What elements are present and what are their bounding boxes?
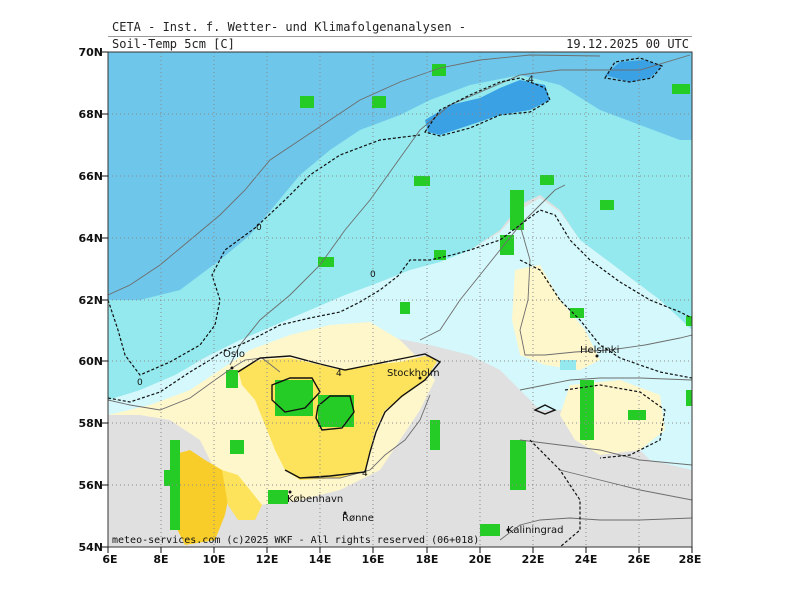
lon-label: 12E	[256, 553, 279, 566]
zero-contours	[108, 57, 692, 547]
contour-label: 0	[137, 378, 143, 388]
contour-label: 4	[336, 369, 342, 379]
latitude-labels: 70N 68N 66N 64N 62N 60N 58N 56N 54N	[78, 46, 103, 554]
lon-label: 6E	[102, 553, 117, 566]
lat-label: 68N	[78, 108, 103, 121]
lon-label: 16E	[362, 553, 385, 566]
city-label-helsinki: Helsinki	[580, 345, 619, 356]
finland-lake	[560, 360, 576, 370]
lon-label: 18E	[416, 553, 439, 566]
field-two-to-four-baltic	[512, 265, 600, 370]
field-very-cold-band	[108, 52, 692, 300]
lat-label: 66N	[78, 170, 103, 183]
contour-label: 4	[528, 75, 534, 85]
city-label-kobenhavn: København	[287, 494, 343, 505]
copyright-credit: meteo-services.com (c)2025 WKF - All rig…	[112, 535, 479, 546]
lat-label: 56N	[78, 479, 103, 492]
city-markers	[230, 354, 599, 532]
lon-label: 28E	[679, 553, 702, 566]
lon-label: 22E	[522, 553, 545, 566]
lat-label: 60N	[78, 355, 103, 368]
coastlines	[108, 54, 692, 541]
field-deep-cold-east	[605, 60, 662, 82]
field-zero-to-two	[108, 198, 692, 470]
map-body	[108, 52, 692, 547]
field-four-to-six-denmark	[222, 470, 262, 520]
graticule	[108, 52, 692, 547]
lat-label: 64N	[78, 232, 103, 245]
city-label-stockholm: Stockholm	[387, 368, 440, 379]
lon-label: 20E	[469, 553, 492, 566]
lat-label: 58N	[78, 417, 103, 430]
contour-label: 0	[256, 223, 262, 233]
variable-label: Soil-Temp 5cm [C]	[112, 37, 235, 51]
axis-ticks	[102, 51, 693, 553]
contour-label: 4	[362, 469, 368, 479]
lon-label: 14E	[309, 553, 332, 566]
city-label-ronne: Rønne	[342, 513, 374, 524]
header-divider	[108, 36, 692, 37]
lat-label: 54N	[78, 541, 103, 554]
lat-label: 70N	[78, 46, 103, 59]
field-deep-cold	[425, 80, 550, 135]
lon-label: 24E	[575, 553, 598, 566]
four-degree-contours	[237, 353, 557, 479]
lon-label: 26E	[628, 553, 651, 566]
longitude-labels: 6E 8E 10E 12E 14E 16E 18E 20E 22E 24E 26…	[102, 553, 701, 566]
lat-label: 62N	[78, 294, 103, 307]
city-label-oslo: Oslo	[223, 349, 245, 360]
contour-label: 0	[370, 270, 376, 280]
map-title: CETA - Inst. f. Wetter- und Klimafolgena…	[112, 20, 467, 34]
city-label-kaliningrad: Kaliningrad	[507, 525, 563, 536]
lon-label: 10E	[203, 553, 226, 566]
field-six-to-eight-denmark	[172, 450, 230, 545]
lon-label: 8E	[153, 553, 168, 566]
valid-datetime: 19.12.2025 00 UTC	[566, 37, 689, 51]
